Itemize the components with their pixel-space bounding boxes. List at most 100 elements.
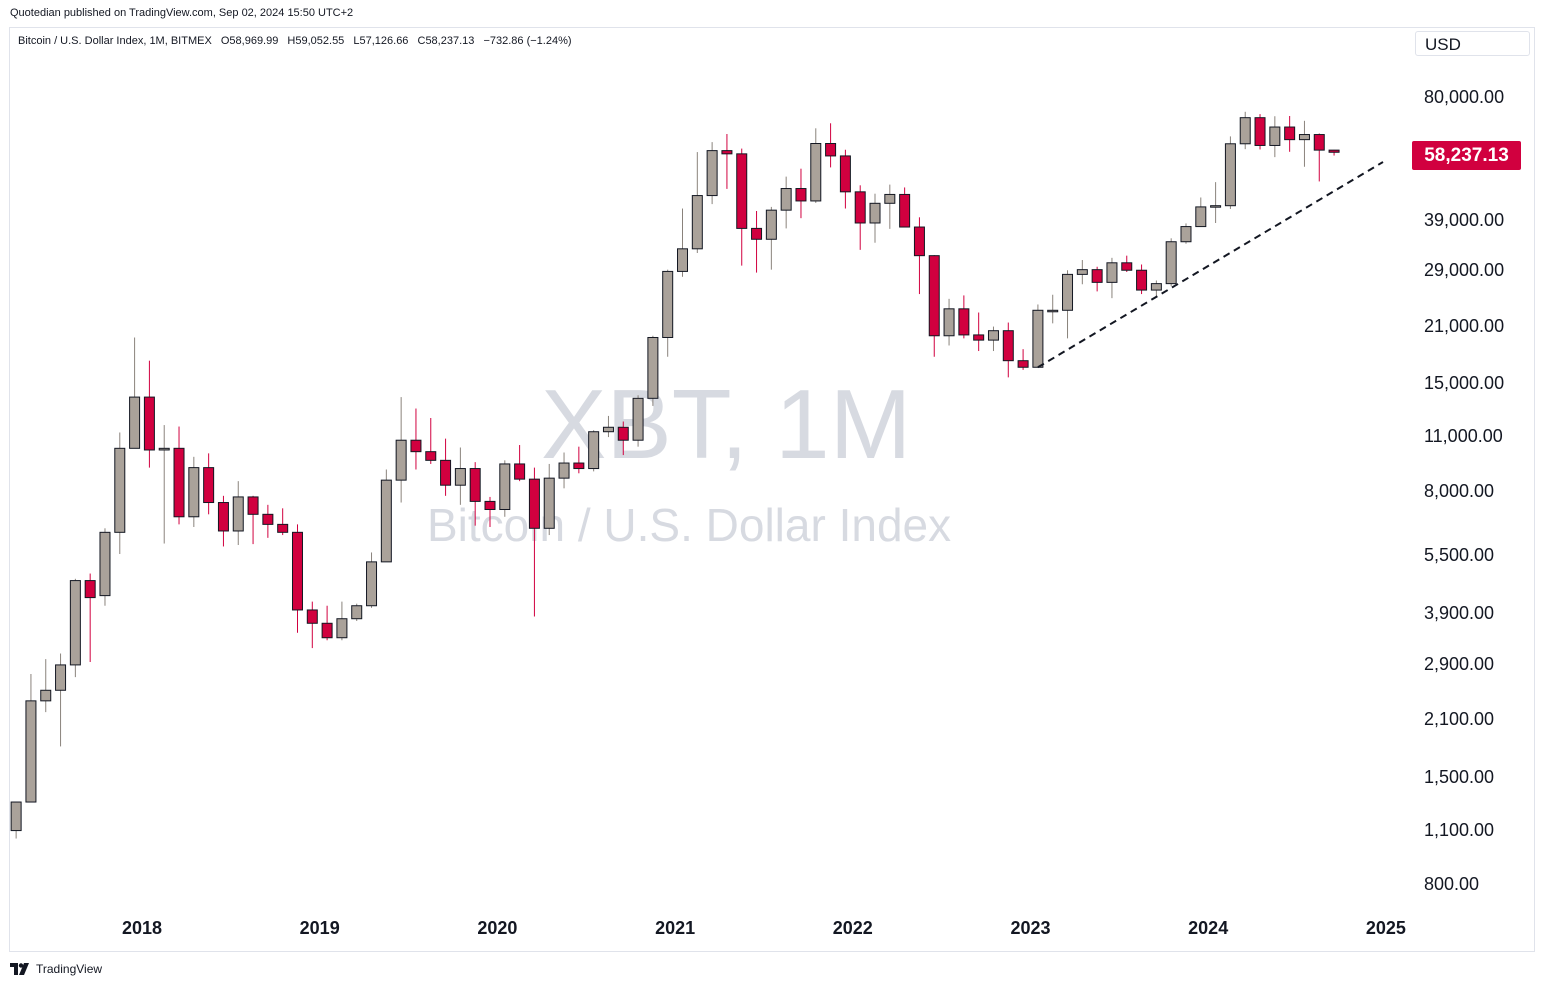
symbol-legend: Bitcoin / U.S. Dollar Index, 1M, BITMEX …	[18, 35, 578, 47]
candle-body	[943, 308, 955, 337]
candle-body	[321, 622, 333, 639]
candle	[1328, 149, 1340, 156]
candle-body	[795, 188, 807, 202]
candle	[780, 176, 792, 229]
price-tick-label: 800.00	[1424, 874, 1480, 894]
candle-body	[751, 227, 763, 240]
price-tick-label: 5,500.00	[1424, 544, 1495, 565]
candle-body	[114, 447, 126, 533]
candle	[751, 210, 763, 273]
candle-body	[1121, 262, 1133, 271]
candle-body	[514, 463, 526, 480]
candle-body	[158, 447, 170, 451]
price-tick-label: 29,000.00	[1424, 260, 1505, 281]
candle-body	[1298, 134, 1310, 141]
candle	[1150, 280, 1162, 298]
price-tick-label: 39,000.00	[1424, 209, 1505, 230]
time-tick-label: 2025	[1365, 918, 1406, 938]
time-tick-label: 2022	[832, 918, 873, 938]
currency-selector[interactable]: USD	[1415, 31, 1530, 56]
candle-body	[217, 502, 229, 532]
candle-body	[1165, 241, 1177, 285]
candle-body	[1210, 205, 1222, 208]
candle	[528, 467, 540, 617]
candle	[899, 187, 911, 228]
candle	[810, 128, 822, 203]
candle	[366, 552, 378, 608]
candle-body	[1047, 309, 1059, 313]
candle	[484, 496, 496, 527]
candle-body	[262, 513, 274, 525]
candle	[10, 801, 22, 839]
candle	[114, 432, 126, 554]
legend-change: −732.86 (−1.24%)	[483, 35, 572, 47]
chart-frame[interactable]	[9, 27, 1535, 952]
candle	[1210, 182, 1222, 223]
trendline[interactable]	[1037, 161, 1384, 369]
candle	[321, 605, 333, 641]
candle-body	[484, 500, 496, 511]
candle-body	[291, 531, 303, 611]
candle-body	[869, 202, 881, 224]
candle	[380, 469, 392, 563]
candle-body	[602, 426, 614, 433]
candle	[84, 573, 96, 662]
footer-brand-label: TradingView	[36, 962, 103, 976]
candle	[1121, 255, 1133, 273]
candle-body	[854, 191, 866, 224]
candle-body	[336, 618, 348, 639]
candle-body	[1062, 273, 1074, 311]
candle-body	[588, 431, 600, 470]
candle-body	[469, 468, 481, 502]
legend-symbol[interactable]: Bitcoin / U.S. Dollar Index, 1M, BITMEX	[18, 35, 212, 47]
candle	[262, 504, 274, 538]
candle-body	[440, 459, 452, 486]
candle	[913, 217, 925, 295]
candle	[869, 193, 881, 243]
candle	[632, 395, 644, 447]
price-tick-label: 8,000.00	[1424, 480, 1495, 501]
footer-brand[interactable]: TradingView	[10, 962, 102, 976]
candle-body	[351, 605, 363, 620]
candle-body	[40, 689, 52, 702]
candle	[1195, 197, 1207, 228]
legend-close: C58,237.13	[417, 35, 475, 47]
candle-body	[825, 143, 837, 157]
candle-body	[721, 150, 733, 155]
time-tick-label: 2024	[1188, 918, 1229, 938]
candle	[1047, 294, 1059, 324]
candle	[943, 298, 955, 346]
candle-body	[25, 700, 37, 803]
candle	[1062, 270, 1074, 339]
candle-body	[1328, 149, 1340, 153]
candle	[691, 152, 703, 253]
candle-body	[454, 468, 466, 486]
candle-body	[1284, 126, 1296, 141]
time-tick-label: 2023	[1010, 918, 1051, 938]
candle	[617, 421, 629, 456]
candle	[1313, 133, 1325, 182]
candle-body	[987, 330, 999, 341]
candle-body	[395, 439, 407, 481]
candle-body	[558, 462, 570, 479]
publisher-credit: Quotedian published on TradingView.com, …	[10, 7, 354, 19]
candle-body	[129, 396, 141, 449]
candle	[1002, 322, 1014, 378]
candle-body	[928, 255, 940, 337]
candle	[291, 524, 303, 633]
candle-body	[1136, 269, 1148, 291]
watermark-name: Bitcoin / U.S. Dollar Index	[427, 499, 952, 551]
candle	[1239, 111, 1251, 150]
candle	[336, 601, 348, 641]
candle-body	[528, 478, 540, 529]
candle	[706, 142, 718, 205]
candle	[306, 601, 318, 649]
time-tick-label: 2019	[299, 918, 340, 938]
candle-body	[55, 664, 67, 691]
candle-body	[573, 462, 585, 470]
candle	[543, 463, 555, 536]
candle-body	[677, 248, 689, 272]
candle-body	[810, 143, 822, 202]
candle-body	[617, 426, 629, 441]
